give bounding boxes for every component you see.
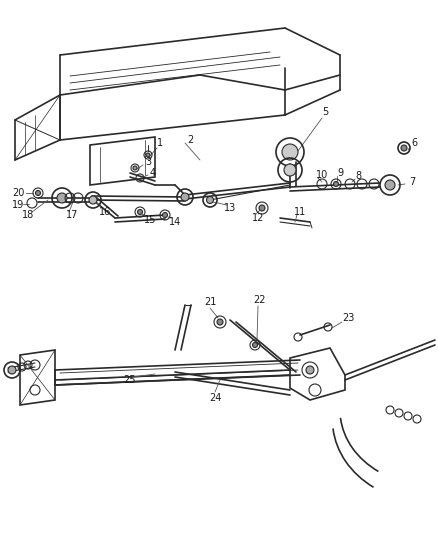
- Text: 8: 8: [354, 171, 360, 181]
- Text: 20: 20: [12, 188, 24, 198]
- Text: 24: 24: [208, 393, 221, 403]
- Circle shape: [180, 193, 189, 201]
- Circle shape: [400, 145, 406, 151]
- Circle shape: [258, 205, 265, 211]
- Circle shape: [89, 196, 97, 204]
- Circle shape: [146, 153, 150, 157]
- Text: 3: 3: [145, 157, 151, 167]
- Text: 18: 18: [22, 210, 34, 220]
- Circle shape: [333, 182, 338, 187]
- Text: 22: 22: [253, 295, 265, 305]
- Text: 17: 17: [66, 210, 78, 220]
- Text: 4: 4: [150, 168, 155, 178]
- Circle shape: [162, 213, 167, 217]
- Text: 1: 1: [156, 138, 162, 148]
- Circle shape: [133, 166, 137, 170]
- Circle shape: [206, 197, 213, 204]
- Text: 7: 7: [408, 177, 414, 187]
- Text: 14: 14: [169, 217, 181, 227]
- Circle shape: [137, 209, 142, 214]
- Text: 19: 19: [12, 200, 24, 210]
- Circle shape: [57, 193, 67, 203]
- Text: 6: 6: [410, 138, 416, 148]
- Text: 9: 9: [336, 168, 342, 178]
- Text: 16: 16: [99, 207, 111, 217]
- Text: 5: 5: [321, 107, 327, 117]
- Circle shape: [216, 319, 223, 325]
- Circle shape: [35, 190, 40, 196]
- Text: 2: 2: [187, 135, 193, 145]
- Circle shape: [283, 164, 295, 176]
- Circle shape: [8, 366, 16, 374]
- Text: 23: 23: [341, 313, 353, 323]
- Circle shape: [384, 180, 394, 190]
- Text: 10: 10: [315, 170, 327, 180]
- Circle shape: [281, 144, 297, 160]
- Text: 15: 15: [144, 215, 156, 225]
- Text: 13: 13: [223, 203, 236, 213]
- Text: 21: 21: [203, 297, 215, 307]
- Circle shape: [305, 366, 313, 374]
- Text: 25: 25: [124, 375, 136, 385]
- Text: 11: 11: [293, 207, 305, 217]
- Circle shape: [252, 343, 257, 348]
- Text: 12: 12: [251, 213, 264, 223]
